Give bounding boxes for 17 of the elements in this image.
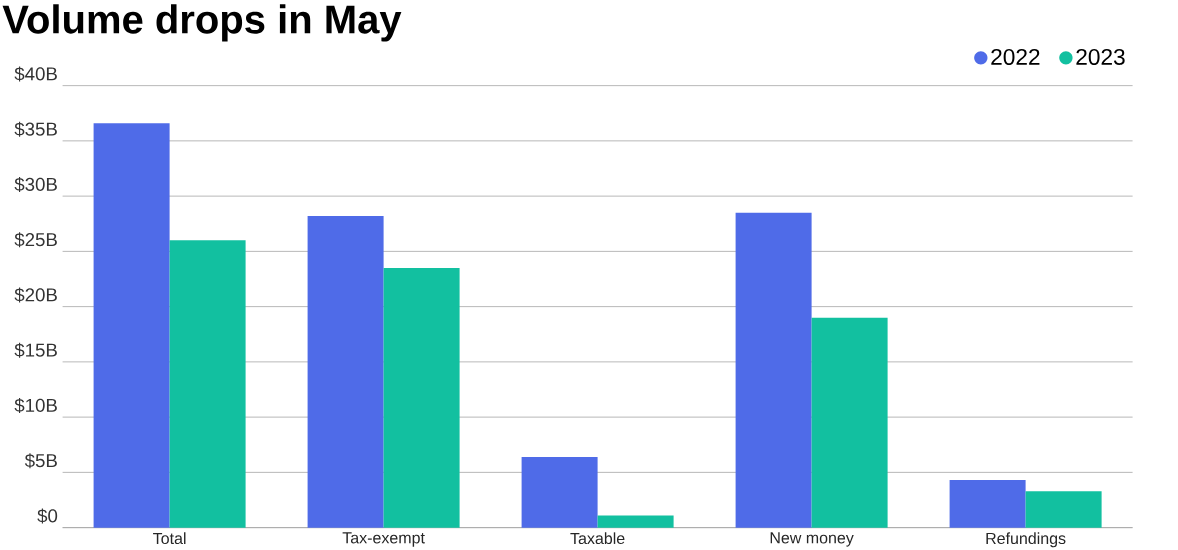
y-tick-label: $0 xyxy=(37,508,58,524)
chart-title: Volume drops in May xyxy=(2,4,402,42)
x-tick-label: Taxable xyxy=(570,532,625,545)
y-tick-label: $20B xyxy=(14,287,57,303)
y-tick-label: $25B xyxy=(14,232,57,248)
legend-label: 2023 xyxy=(1076,48,1125,65)
y-tick-label: $30B xyxy=(14,176,57,193)
x-tick-label: Tax-exempt xyxy=(342,532,425,547)
x-tick-label: Refundings xyxy=(986,532,1066,548)
y-tick-label: $40B xyxy=(14,66,57,82)
y-tick-label: $10B xyxy=(14,397,57,414)
y-tick-label: $35B xyxy=(14,121,57,137)
y-tick-label: $15B xyxy=(14,342,57,358)
x-tick-label: New money xyxy=(770,532,854,547)
x-tick-label: Total xyxy=(153,532,186,545)
y-tick-label: $5B xyxy=(24,453,57,469)
legend-label: 2022 xyxy=(991,48,1040,65)
